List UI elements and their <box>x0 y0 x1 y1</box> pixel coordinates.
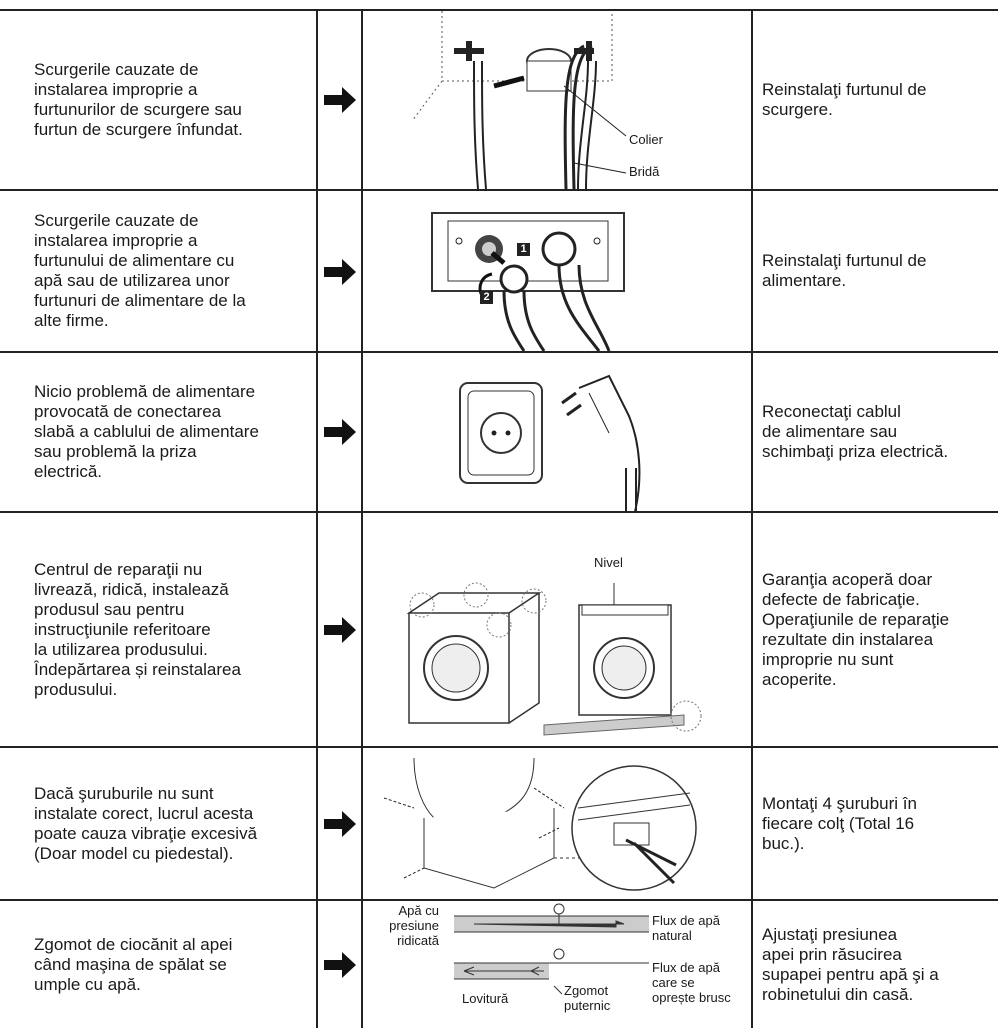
illustration-label: Colier <box>629 132 663 147</box>
row-line <box>0 351 998 353</box>
solution-text: Ajustaţi presiunea apei prin răsucirea s… <box>762 924 939 1004</box>
illustration-label: Apă cu presiune ridicată <box>389 903 439 948</box>
socket-plug-drawing <box>459 374 641 511</box>
washer-drawing <box>406 582 702 736</box>
illustration <box>364 748 751 899</box>
illustration <box>364 353 751 511</box>
problem-text: Scurgerile cauzate de instalarea impropr… <box>34 211 246 330</box>
solution-text: Reinstalaţi furtunul de alimentare. <box>762 251 927 290</box>
illustration-label: Zgomot puternic <box>564 983 611 1013</box>
illustration-label: Nivel <box>594 555 623 570</box>
row-line <box>0 9 998 11</box>
arrow-icon <box>324 952 356 978</box>
problem-text: Dacă şuruburile nu sunt instalate corect… <box>34 783 258 863</box>
illustration-label: Flux de apă care se oprește brusc <box>652 960 731 1005</box>
arrow-icon <box>324 617 356 643</box>
drain-hose-drawing <box>411 11 627 189</box>
row-line <box>0 189 998 191</box>
solution-text: Garanţia acoperă doar defecte de fabrica… <box>762 569 950 689</box>
solution-text: Montaţi 4 şuruburi în fiecare colţ (Tota… <box>762 793 917 853</box>
inlet-hose-drawing <box>431 212 625 351</box>
arrow-icon <box>324 419 356 445</box>
column-line <box>751 10 753 1028</box>
solution-text: Reinstalaţi furtunul de scurgere. <box>762 80 927 119</box>
water-hammer-drawing <box>454 903 649 995</box>
pedestal-drawing <box>383 757 697 891</box>
illustration-label: Flux de apă natural <box>652 913 720 943</box>
column-line <box>316 10 318 1028</box>
illustration-label: Bridă <box>629 164 660 179</box>
row-line <box>0 746 998 748</box>
column-line <box>361 10 363 1028</box>
problem-text: Centrul de reparaţii nu livrează, ridică… <box>34 559 241 699</box>
row-line <box>0 511 998 513</box>
row-line <box>0 899 998 901</box>
illustration: Apă cu presiune ridicată Flux de apă nat… <box>364 901 751 1028</box>
step-number: 1 <box>517 243 530 256</box>
illustration: Nivel <box>364 513 751 746</box>
illustration: Colier Bridă <box>364 11 751 189</box>
step-number: 2 <box>480 291 493 304</box>
arrow-icon <box>324 87 356 113</box>
arrow-icon <box>324 259 356 285</box>
solution-text: Reconectaţi cablul de alimentare sau sch… <box>762 402 949 461</box>
problem-text: Scurgerile cauzate de instalarea impropr… <box>34 60 243 139</box>
problem-text: Zgomot de ciocănit al apei când maşina d… <box>34 934 233 994</box>
problem-text: Nicio problemă de alimentare provocată d… <box>34 382 259 481</box>
arrow-icon <box>324 811 356 837</box>
illustration: 1 2 <box>364 191 751 351</box>
illustration-label: Lovitură <box>462 991 509 1006</box>
